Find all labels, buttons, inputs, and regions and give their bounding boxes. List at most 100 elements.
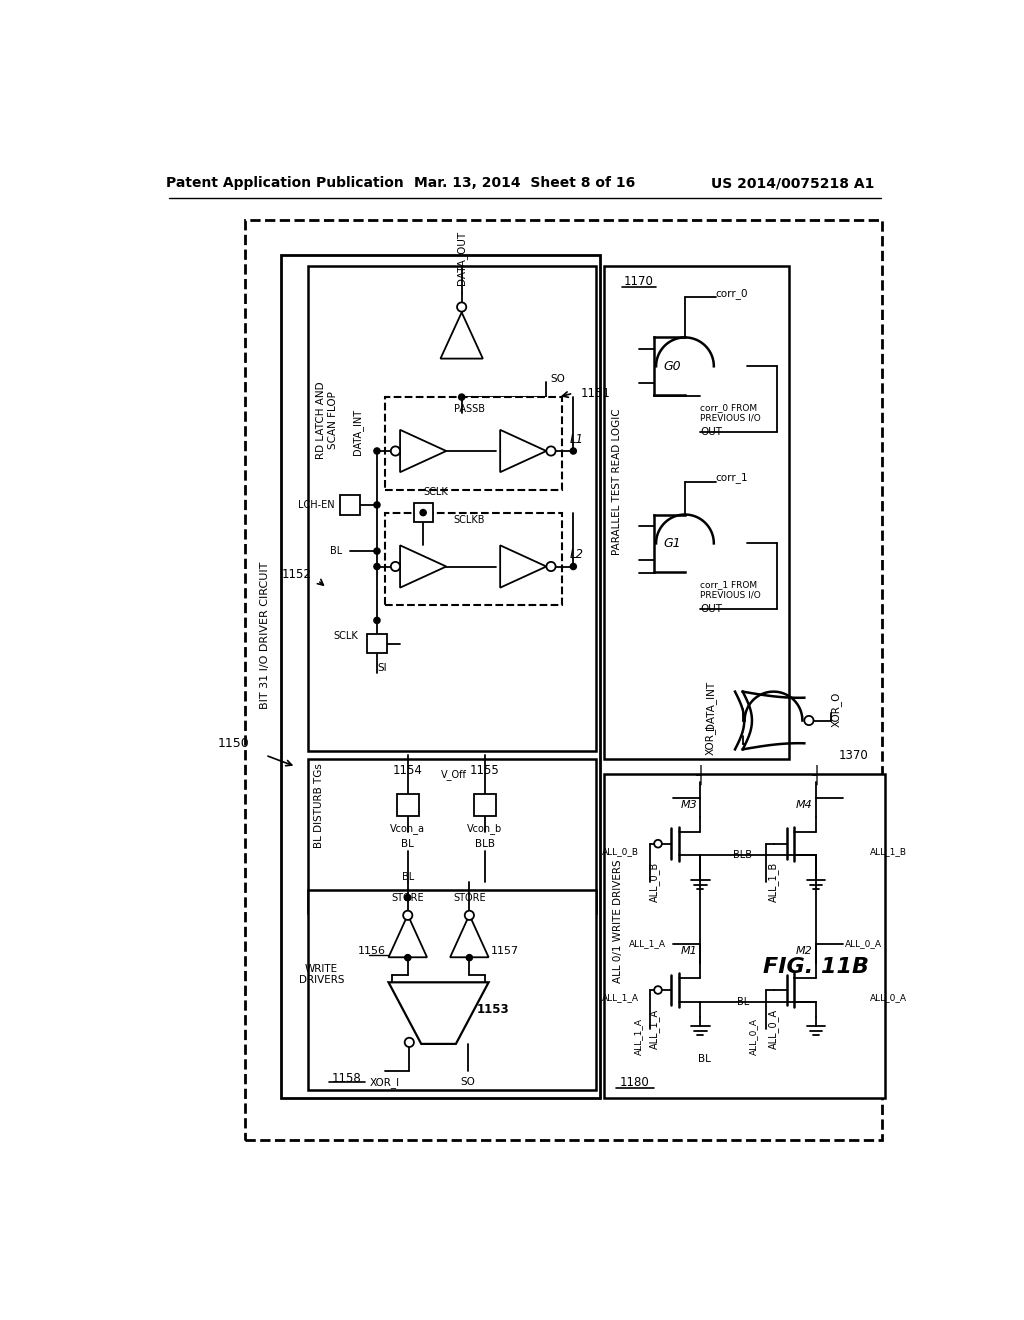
Text: 1154: 1154 — [393, 764, 423, 777]
Circle shape — [459, 395, 465, 400]
Circle shape — [374, 564, 380, 570]
Text: DATA_INT: DATA_INT — [705, 681, 716, 730]
Text: ALL_1_B: ALL_1_B — [869, 847, 907, 855]
Text: SO: SO — [461, 1077, 475, 1088]
Text: V_Off: V_Off — [441, 770, 467, 780]
Text: 1180: 1180 — [621, 1076, 650, 1089]
Bar — [604, 775, 885, 1098]
Text: ALL_1_B: ALL_1_B — [768, 862, 779, 903]
Text: BL: BL — [401, 838, 414, 849]
Bar — [368, 634, 387, 653]
Bar — [414, 503, 433, 523]
Text: ALL_0_B: ALL_0_B — [649, 862, 659, 903]
Polygon shape — [388, 982, 488, 1044]
Text: STORE: STORE — [453, 892, 485, 903]
Bar — [245, 220, 882, 1140]
Text: BL DISTURB TGs: BL DISTURB TGs — [314, 763, 325, 847]
Bar — [604, 267, 788, 759]
Text: corr_0 FROM
PREVIOUS I/O: corr_0 FROM PREVIOUS I/O — [700, 403, 761, 422]
Circle shape — [420, 510, 426, 516]
Text: G1: G1 — [664, 537, 681, 550]
Circle shape — [654, 986, 662, 994]
Text: Patent Application Publication: Patent Application Publication — [166, 176, 403, 190]
Text: FIG. 11B: FIG. 11B — [763, 957, 868, 977]
Text: ALL_0_A: ALL_0_A — [869, 993, 907, 1002]
Polygon shape — [400, 430, 446, 473]
Text: ┤: ┤ — [811, 764, 821, 784]
Text: BLB: BLB — [733, 850, 753, 861]
Text: PASSB: PASSB — [454, 404, 484, 413]
Text: XOR_I: XOR_I — [370, 1077, 399, 1088]
Polygon shape — [440, 313, 483, 359]
Text: corr_0: corr_0 — [716, 288, 749, 298]
Bar — [385, 512, 562, 605]
Circle shape — [404, 954, 411, 961]
Polygon shape — [451, 915, 488, 957]
Text: 1152: 1152 — [282, 568, 311, 581]
Text: ALL 0/1 WRITE DRIVERS: ALL 0/1 WRITE DRIVERS — [613, 859, 623, 982]
Text: BL: BL — [697, 1055, 711, 1064]
Circle shape — [403, 911, 413, 920]
Text: BL: BL — [330, 546, 342, 556]
Text: Mar. 13, 2014  Sheet 8 of 16: Mar. 13, 2014 Sheet 8 of 16 — [414, 176, 636, 190]
Bar — [474, 795, 496, 816]
Text: BLB: BLB — [475, 838, 495, 849]
Circle shape — [466, 954, 472, 961]
Text: SCLK: SCLK — [333, 631, 357, 640]
Circle shape — [404, 895, 411, 900]
Text: DATA_OUT: DATA_OUT — [457, 231, 467, 285]
Bar — [307, 890, 596, 1090]
Text: RD LATCH AND
SCAN FLOP: RD LATCH AND SCAN FLOP — [316, 381, 338, 459]
Text: ALL_0_A: ALL_0_A — [750, 1018, 758, 1055]
Text: Vcon_a: Vcon_a — [390, 822, 425, 834]
Circle shape — [654, 840, 662, 847]
Text: ALL_1_A: ALL_1_A — [649, 1008, 659, 1048]
Circle shape — [465, 911, 474, 920]
Polygon shape — [500, 430, 547, 473]
Text: M4: M4 — [796, 800, 813, 810]
Bar — [307, 759, 596, 913]
Text: LCH-EN: LCH-EN — [298, 500, 335, 510]
Text: ALL_0_A: ALL_0_A — [845, 940, 882, 948]
Text: US 2014/0075218 A1: US 2014/0075218 A1 — [711, 176, 874, 190]
Circle shape — [374, 618, 380, 623]
Bar — [281, 255, 600, 1098]
Text: L1: L1 — [569, 433, 584, 446]
Text: corr_1 FROM
PREVIOUS I/O: corr_1 FROM PREVIOUS I/O — [700, 579, 761, 599]
Text: SCLKB: SCLKB — [454, 515, 485, 525]
Circle shape — [374, 447, 380, 454]
Text: M2: M2 — [796, 946, 813, 957]
Bar — [340, 495, 359, 515]
Circle shape — [570, 447, 577, 454]
Circle shape — [457, 302, 466, 312]
Polygon shape — [388, 915, 427, 957]
Text: corr_1: corr_1 — [716, 473, 749, 483]
Circle shape — [391, 446, 400, 455]
Text: PARALLEL TEST READ LOGIC: PARALLEL TEST READ LOGIC — [612, 408, 623, 556]
Text: M1: M1 — [680, 946, 697, 957]
Circle shape — [374, 502, 380, 508]
Bar — [307, 267, 596, 751]
Bar — [397, 795, 419, 816]
Circle shape — [547, 562, 556, 572]
Polygon shape — [500, 545, 547, 587]
Text: BIT 31 I/O DRIVER CIRCUIT: BIT 31 I/O DRIVER CIRCUIT — [260, 562, 270, 709]
Text: SO: SO — [550, 375, 565, 384]
Text: ALL_1_A: ALL_1_A — [634, 1018, 643, 1055]
Text: L2: L2 — [569, 548, 584, 561]
Text: 1151: 1151 — [581, 387, 611, 400]
Text: 1370: 1370 — [839, 748, 868, 762]
Text: 1155: 1155 — [470, 764, 500, 777]
Text: OUT: OUT — [700, 603, 722, 614]
Text: 1158: 1158 — [332, 1072, 361, 1085]
Text: BL: BL — [401, 873, 414, 882]
Text: BL: BL — [736, 997, 749, 1007]
Circle shape — [404, 1038, 414, 1047]
Circle shape — [547, 446, 556, 455]
Text: Vcon_b: Vcon_b — [467, 822, 503, 834]
Text: STORE: STORE — [391, 892, 424, 903]
Text: ALL_1_A: ALL_1_A — [602, 993, 639, 1002]
Polygon shape — [400, 545, 446, 587]
Text: ALL_0_A: ALL_0_A — [768, 1008, 779, 1048]
Bar — [385, 397, 562, 490]
